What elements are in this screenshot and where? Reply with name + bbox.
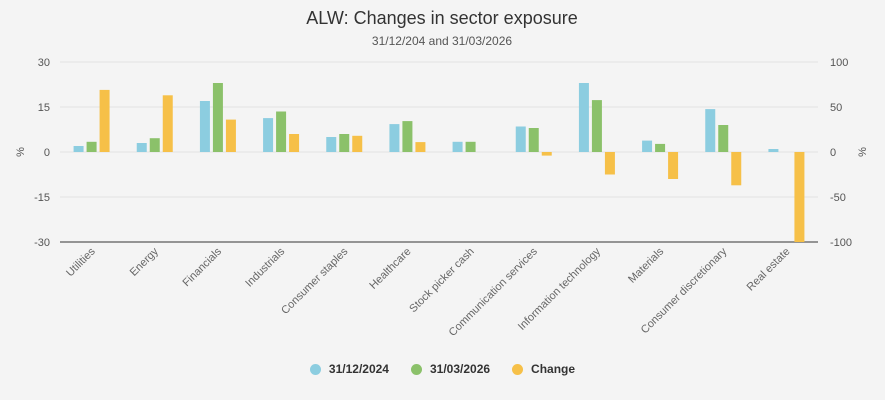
legend-item[interactable]: 31/12/2024 [309,362,389,376]
left-tick-label: 15 [38,102,50,114]
bar-31-12-2024 [515,126,526,152]
right-tick-label: 100 [830,57,848,69]
bar-31-03-2026 [465,141,476,152]
bar-change [225,119,236,152]
bar-change [99,89,110,152]
bar-change [604,152,615,175]
right-axis-title: % [857,147,869,157]
legend-label: 31/03/2026 [429,362,491,376]
category-labels: Utilities Energy Financials IndustrialsCons… [64,245,792,339]
bar-31-12-2024 [136,143,147,152]
bar-31-12-2024 [326,137,337,152]
legend-label: 31/12/2024 [328,362,389,376]
bar-31-12-2024 [768,149,779,152]
category-label: Utilities [64,245,98,279]
bars [73,83,805,242]
right-tick-label: 0 [830,147,836,159]
bar-31-03-2026 [402,121,413,152]
bar-change [794,152,805,242]
bar-31-03-2026 [212,83,223,152]
category-label: Materials [626,245,666,285]
bar-31-12-2024 [73,146,84,152]
legend-dot-icon [512,363,524,375]
right-tick-label: -50 [830,192,846,204]
left-tick-label: 0 [44,147,50,159]
gridlines [60,61,818,243]
category-label: Energy [128,245,161,278]
axis-ticks: 30 15 0 -15 -30 100 50 0 -50 -100 [34,57,852,249]
bar-31-03-2026 [591,100,602,152]
bar-31-12-2024 [452,141,463,152]
bar-31-03-2026 [276,111,287,152]
bar-31-12-2024 [389,124,400,152]
chart-subtitle: 31/12/204 and 31/03/2026 [372,34,512,48]
chart-title: ALW: Changes in sector exposure [306,8,577,28]
left-tick-label: -30 [34,237,50,249]
bar-31-03-2026 [718,125,729,152]
legend-item[interactable]: Change [512,362,575,376]
category-label: Financials [181,245,225,289]
legend-item[interactable]: 31/03/2026 [410,362,491,376]
bar-31-12-2024 [263,118,274,152]
bar-31-12-2024 [578,83,589,152]
bar-31-03-2026 [339,134,350,152]
right-tick-label: -100 [830,237,852,249]
bar-change [289,134,300,152]
category-label: Consumer staples [279,245,351,317]
bar-change [162,95,173,152]
legend-dot-icon [309,363,321,375]
bar-change [415,142,426,152]
category-label: Stock picker cash [407,246,476,315]
bar-31-12-2024 [199,101,210,152]
bar-change [352,135,363,152]
bar-31-03-2026 [655,143,666,152]
category-label: Real estate [745,246,793,294]
category-label: Industrials [243,245,287,289]
bar-31-12-2024 [642,140,653,152]
left-tick-label: -15 [34,192,50,204]
bar-31-12-2024 [705,109,716,152]
left-tick-label: 30 [38,57,50,69]
right-tick-label: 50 [830,102,842,114]
chart-legend: 31/12/2024 31/03/2026 Change [0,362,885,376]
bar-31-03-2026 [149,138,160,152]
bar-31-03-2026 [86,141,97,152]
bar-change [541,152,552,156]
bar-change [731,152,742,186]
category-label: Healthcare [367,246,413,292]
legend-label: Change [531,362,576,376]
legend-dot-icon [410,363,422,375]
left-axis-title: % [15,147,27,157]
bar-change [668,152,679,179]
bar-31-03-2026 [528,128,539,152]
